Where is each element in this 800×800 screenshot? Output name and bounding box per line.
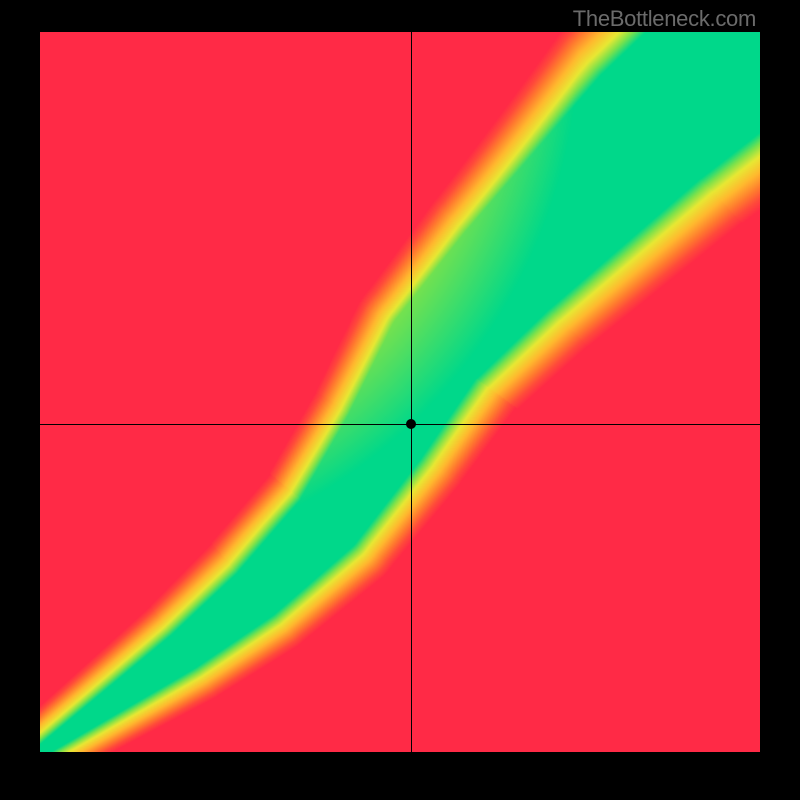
- crosshair-horizontal: [40, 424, 760, 425]
- plot-area: [40, 32, 760, 752]
- crosshair-vertical: [411, 32, 412, 752]
- watermark-text: TheBottleneck.com: [573, 6, 756, 32]
- selection-marker: [406, 419, 416, 429]
- heatmap-canvas: [40, 32, 760, 752]
